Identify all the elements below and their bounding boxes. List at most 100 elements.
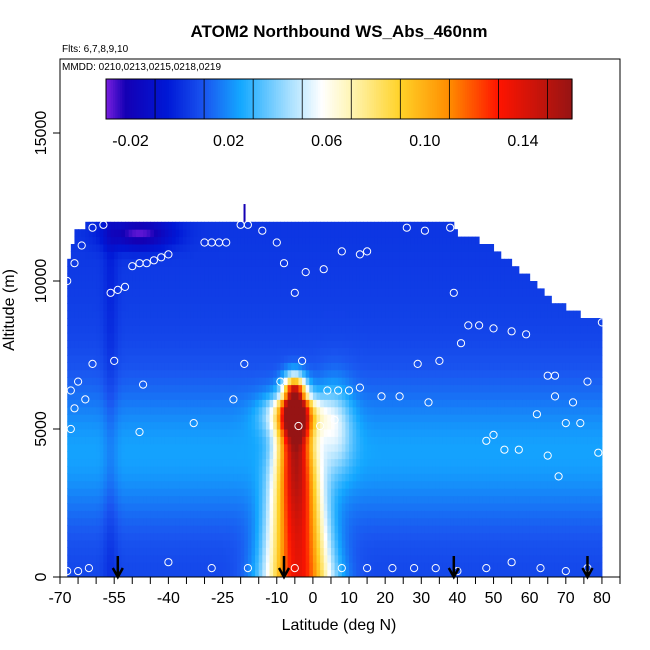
heatmap-cell	[356, 332, 361, 341]
heatmap-cell	[179, 251, 184, 260]
heatmap-cell	[291, 510, 296, 519]
heatmap-cell	[316, 421, 321, 430]
heatmap-cell	[374, 503, 379, 511]
heatmap-cell	[330, 251, 336, 260]
heatmap-cell	[367, 406, 372, 415]
heatmap-cell	[323, 325, 328, 334]
heatmap-cell	[273, 288, 278, 297]
heatmap-cell	[128, 273, 133, 282]
heatmap-cell	[287, 229, 292, 238]
heatmap-cell	[74, 488, 79, 497]
heatmap-cell	[284, 540, 289, 548]
heatmap-cell	[204, 236, 209, 245]
heatmap-cell	[99, 554, 104, 563]
heatmap-cell	[421, 310, 426, 319]
heatmap-cell	[385, 510, 390, 519]
heatmap-cell	[150, 392, 155, 400]
heatmap-cell	[291, 392, 296, 400]
heatmap-cell	[222, 229, 227, 238]
heatmap-cell	[237, 451, 242, 460]
heatmap-cell	[363, 466, 368, 474]
heatmap-cell	[345, 310, 350, 319]
heatmap-cell	[414, 281, 419, 289]
heatmap-cell	[424, 443, 430, 452]
heatmap-cell	[298, 295, 303, 304]
heatmap-cell	[356, 281, 361, 289]
heatmap-cell	[106, 325, 112, 334]
heatmap-cell	[222, 503, 227, 511]
heatmap-cell	[150, 540, 155, 548]
heatmap-cell	[392, 355, 397, 363]
heatmap-cell	[182, 569, 187, 577]
heatmap-cell	[309, 495, 314, 504]
heatmap-cell	[186, 399, 191, 408]
heatmap-cell	[255, 303, 260, 312]
heatmap-cell	[294, 503, 299, 511]
heatmap-cell	[193, 429, 198, 437]
heatmap-cell	[377, 303, 383, 312]
heatmap-cell	[280, 281, 285, 289]
heatmap-cell	[287, 503, 292, 511]
heatmap-cell	[414, 266, 419, 275]
heatmap-cell	[255, 340, 260, 349]
heatmap-cell	[421, 236, 426, 245]
heatmap-cell	[222, 488, 227, 497]
heatmap-cell	[226, 266, 231, 275]
heatmap-cell	[99, 451, 104, 460]
heatmap-cell	[341, 554, 346, 563]
heatmap-cell	[204, 554, 209, 563]
heatmap-cell	[114, 517, 119, 526]
heatmap-cell	[385, 466, 390, 474]
heatmap-cell	[312, 517, 318, 526]
heatmap-cell	[399, 340, 404, 349]
heatmap-cell	[135, 554, 140, 563]
heatmap-cell	[172, 340, 177, 349]
heatmap-cell	[237, 547, 242, 556]
heatmap-cell	[237, 495, 242, 504]
heatmap-cell	[309, 540, 314, 548]
heatmap-cell	[96, 347, 101, 356]
heatmap-cell	[143, 229, 148, 238]
heatmap-cell	[370, 554, 375, 563]
heatmap-cell	[414, 466, 419, 474]
heatmap-cell	[280, 473, 285, 482]
heatmap-cell	[182, 332, 187, 341]
heatmap-cell	[439, 340, 444, 349]
heatmap-cell	[392, 281, 397, 289]
heatmap-cell	[287, 392, 292, 400]
heatmap-cell	[280, 562, 285, 571]
heatmap-cell	[399, 251, 404, 260]
heatmap-cell	[406, 495, 411, 504]
heatmap-cell	[172, 429, 177, 437]
heatmap-cell	[392, 236, 397, 245]
heatmap-cell	[298, 310, 303, 319]
heatmap-cell	[193, 281, 198, 289]
heatmap-cell	[74, 503, 79, 511]
heatmap-cell	[78, 355, 83, 363]
heatmap-cell	[284, 532, 289, 541]
heatmap-cell	[139, 562, 144, 571]
heatmap-cell	[377, 436, 383, 445]
heatmap-cell	[244, 266, 249, 275]
heatmap-cell	[139, 229, 144, 238]
heatmap-cell	[370, 281, 375, 289]
heatmap-cell	[352, 221, 357, 230]
heatmap-cell	[338, 466, 343, 474]
heatmap-cell	[338, 473, 343, 482]
heatmap-cell	[222, 281, 227, 289]
heatmap-cell	[106, 488, 112, 497]
heatmap-cell	[323, 236, 328, 245]
heatmap-cell	[193, 480, 198, 489]
heatmap-cell	[81, 480, 86, 489]
heatmap-cell	[330, 392, 336, 400]
heatmap-cell	[435, 488, 440, 497]
heatmap-cell	[356, 251, 361, 260]
heatmap-cell	[197, 517, 202, 526]
heatmap-cell	[287, 318, 292, 326]
heatmap-cell	[323, 473, 328, 482]
heatmap-cell	[381, 281, 386, 289]
heatmap-cell	[309, 554, 314, 563]
heatmap-cell	[269, 281, 274, 289]
heatmap-cell	[110, 510, 115, 519]
heatmap-cell	[255, 229, 260, 238]
